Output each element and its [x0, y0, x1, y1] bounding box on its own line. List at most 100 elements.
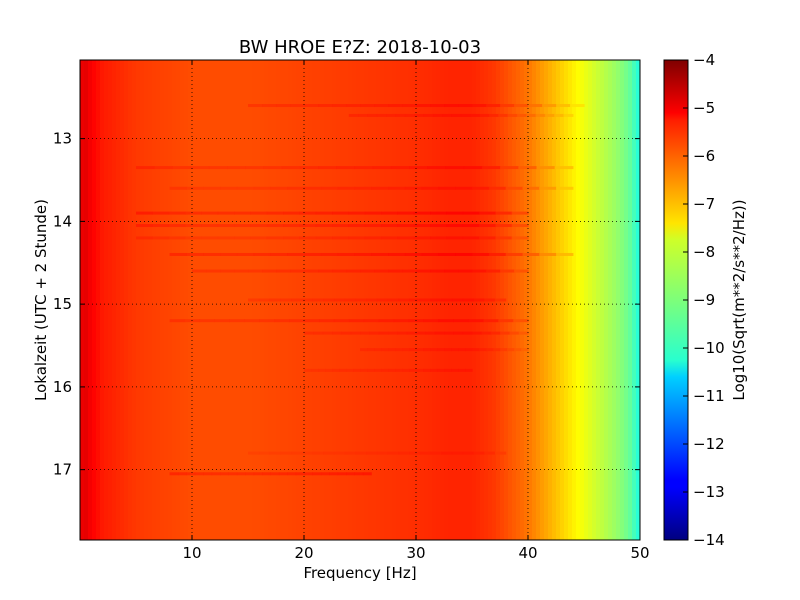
- heatmap-band: [483, 319, 499, 323]
- heatmap-band: [248, 298, 260, 302]
- heatmap-band: [507, 113, 518, 117]
- heatmap-band: [539, 252, 557, 256]
- colorbar-tick-label: −4: [693, 51, 715, 69]
- heatmap-band: [278, 472, 288, 476]
- heatmap-band: [168, 224, 186, 228]
- heatmap-band: [186, 472, 196, 476]
- heatmap-band: [381, 348, 389, 352]
- heatmap-band: [172, 166, 192, 170]
- heatmap-band: [250, 211, 268, 215]
- heatmap-band: [500, 104, 515, 108]
- heatmap-band: [446, 211, 464, 215]
- heatmap-band: [227, 166, 246, 170]
- heatmap-band: [312, 451, 324, 455]
- heatmap-band: [444, 368, 452, 372]
- heatmap-band: [311, 368, 319, 372]
- heatmap-band: [462, 236, 480, 240]
- heatmap-band: [397, 331, 408, 335]
- heatmap-band: [287, 472, 297, 476]
- heatmap-band: [509, 331, 520, 335]
- heatmap-band: [266, 236, 284, 240]
- heatmap-band: [258, 298, 271, 302]
- colorbar-tick-label: −6: [693, 147, 715, 165]
- heatmap-band: [451, 113, 462, 117]
- heatmap-band: [280, 298, 292, 302]
- heatmap-band: [473, 451, 485, 455]
- heatmap-column: [108, 60, 113, 540]
- heatmap-column: [632, 60, 637, 540]
- heatmap-band: [318, 368, 326, 372]
- heatmap-band: [446, 236, 464, 240]
- heatmap-band: [290, 298, 303, 302]
- heatmap-band: [318, 104, 333, 108]
- heatmap-band: [451, 451, 464, 455]
- heatmap-band: [369, 331, 380, 335]
- heatmap-band: [434, 331, 445, 335]
- heatmap-band: [362, 472, 372, 476]
- heatmap-band: [535, 113, 546, 117]
- heatmap-band: [289, 319, 305, 323]
- heatmap-band: [152, 224, 170, 228]
- heatmap-band: [376, 113, 387, 117]
- heatmap-band: [462, 331, 473, 335]
- heatmap-band: [360, 368, 368, 372]
- heatmap-column: [200, 60, 205, 540]
- heatmap-band: [554, 166, 574, 170]
- heatmap-column: [212, 60, 217, 540]
- heatmap-band: [258, 451, 271, 455]
- spectrogram-plot-area: 10 20 30 40 50 13 14 15 16 17: [53, 59, 650, 562]
- heatmap-column: [84, 60, 89, 540]
- heatmap-band: [290, 451, 303, 455]
- heatmap-column: [144, 60, 149, 540]
- heatmap-band: [367, 113, 378, 117]
- heatmap-band: [312, 472, 322, 476]
- heatmap-band: [203, 252, 221, 256]
- y-tick-label: 15: [53, 295, 72, 313]
- heatmap-band: [495, 211, 513, 215]
- heatmap-band: [136, 166, 155, 170]
- heatmap-band: [472, 348, 480, 352]
- heatmap-band: [346, 269, 361, 273]
- heatmap-band: [322, 331, 333, 335]
- heatmap-band: [453, 331, 464, 335]
- heatmap-band: [236, 186, 255, 190]
- heatmap-band: [473, 298, 485, 302]
- heatmap-band: [304, 319, 320, 323]
- heatmap-band: [354, 472, 364, 476]
- heatmap-band: [315, 236, 333, 240]
- heatmap-band: [479, 348, 487, 352]
- heatmap-column: [120, 60, 125, 540]
- heatmap-column: [92, 60, 97, 540]
- heatmap-column: [116, 60, 121, 540]
- heatmap-band: [287, 186, 305, 190]
- y-tick-label: 13: [53, 130, 72, 148]
- heatmap-band: [409, 368, 417, 372]
- heatmap-band: [463, 166, 483, 170]
- heatmap-band: [378, 319, 395, 323]
- heatmap-column: [160, 60, 165, 540]
- heatmap-column: [628, 60, 633, 540]
- heatmap-band: [470, 113, 481, 117]
- heatmap-column: [236, 60, 241, 540]
- heatmap-band: [488, 113, 499, 117]
- heatmap-band: [556, 104, 571, 108]
- heatmap-column: [216, 60, 221, 540]
- heatmap-column: [156, 60, 161, 540]
- heatmap-band: [472, 186, 490, 190]
- heatmap-band: [339, 368, 347, 372]
- heatmap-band: [500, 269, 515, 273]
- heatmap-band: [432, 113, 443, 117]
- heatmap-column: [584, 60, 589, 540]
- colorbar-tick-label: −10: [693, 339, 725, 357]
- heatmap-band: [488, 252, 507, 256]
- heatmap-band: [490, 331, 501, 335]
- heatmap-column: [140, 60, 145, 540]
- heatmap-band: [270, 186, 288, 190]
- heatmap-band: [437, 348, 445, 352]
- heatmap-band: [398, 451, 410, 455]
- y-axis-label: Lokalzeit (UTC + 2 Stunde): [32, 199, 50, 401]
- heatmap-band: [388, 252, 406, 256]
- heatmap-band: [416, 269, 431, 273]
- heatmap-band: [472, 269, 487, 273]
- x-tick-label: 30: [406, 544, 425, 562]
